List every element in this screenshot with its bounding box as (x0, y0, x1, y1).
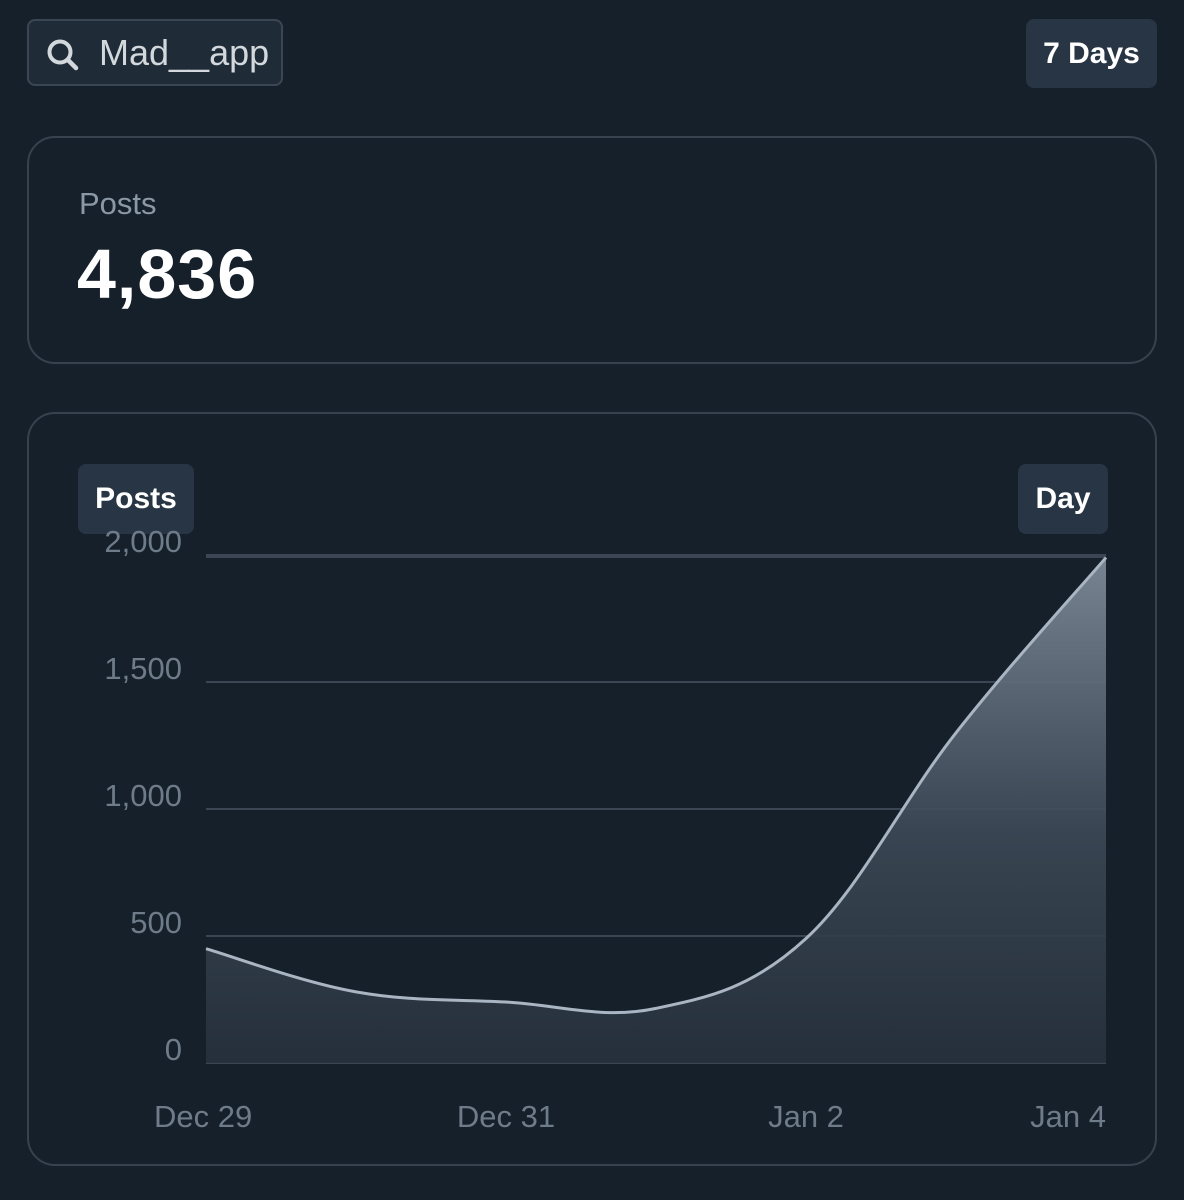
x-tick-label: Jan 4 (1030, 1099, 1106, 1134)
summary-label: Posts (79, 186, 157, 221)
series-line (205, 556, 1108, 1015)
posts-summary-card: Posts 4,836 (27, 136, 1157, 364)
x-tick-label: Dec 31 (457, 1099, 555, 1134)
search-query: Mad__app (99, 32, 270, 73)
y-tick-label: 2,000 (104, 524, 182, 559)
y-tick-label: 1,000 (104, 778, 182, 813)
search-icon (47, 39, 79, 71)
y-tick-label: 0 (165, 1032, 182, 1067)
x-tick-label: Jan 2 (768, 1099, 844, 1134)
search-input[interactable]: Mad__app (27, 19, 283, 86)
series-area (206, 557, 1106, 1063)
date-range-button[interactable]: 7 Days (1026, 19, 1157, 88)
x-tick-label: Dec 29 (154, 1099, 252, 1134)
summary-value: 4,836 (77, 235, 258, 313)
interval-selector-button[interactable]: Day (1018, 464, 1108, 534)
y-tick-label: 1,500 (104, 651, 182, 686)
y-tick-label: 500 (130, 905, 182, 940)
metric-selector-button[interactable]: Posts (78, 464, 194, 534)
